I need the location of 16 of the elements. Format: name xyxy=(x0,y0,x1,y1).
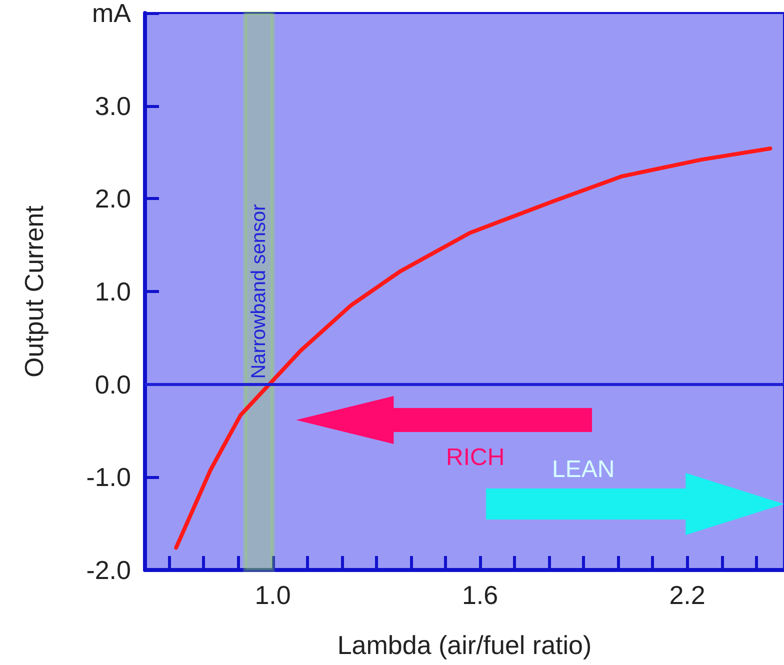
y-tick-label: 3.0 xyxy=(94,90,131,121)
y-tick-label: 2.0 xyxy=(94,184,131,214)
x-axis-title: Lambda (air/fuel ratio) xyxy=(337,630,592,660)
line-series xyxy=(174,146,772,550)
y-tick-label: -1.0 xyxy=(86,462,131,492)
y-tick-label: 1.0 xyxy=(94,276,131,306)
y-tick-label: 0.0 xyxy=(94,369,131,400)
y-tick-label: -2.0 xyxy=(86,555,131,585)
annotation: LEAN xyxy=(552,456,615,484)
x-tick-label: 2.2 xyxy=(669,580,706,610)
x-tick-label: 1.6 xyxy=(462,580,498,610)
annotation: RICH xyxy=(446,444,505,472)
y-tick-label: mA xyxy=(92,0,132,28)
band-label: Narrowband sensor xyxy=(248,204,270,379)
y-axis-title: Output Current xyxy=(19,204,49,378)
x-tick-label: 1.0 xyxy=(254,580,291,610)
